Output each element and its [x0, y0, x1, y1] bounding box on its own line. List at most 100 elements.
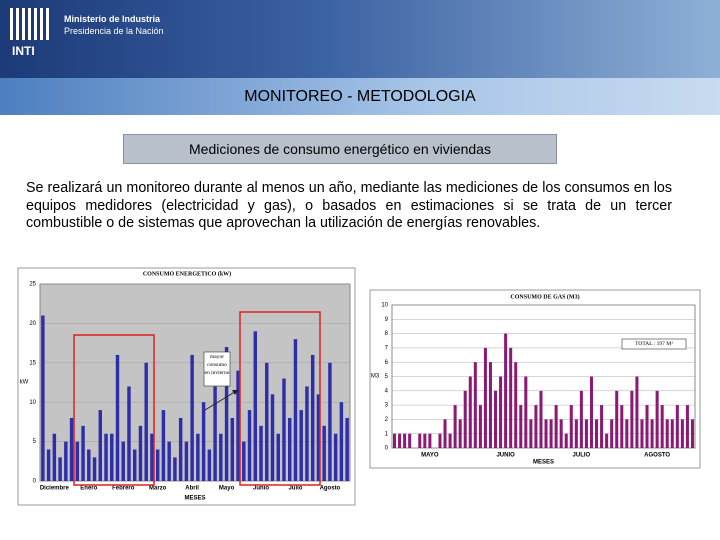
bar — [579, 390, 583, 448]
bar — [75, 441, 80, 481]
bar — [423, 433, 427, 448]
bar — [201, 402, 206, 481]
bar — [539, 390, 543, 448]
bar — [167, 441, 171, 481]
ministry: Ministerio de Industria — [64, 14, 161, 24]
x-axis-label: MESES — [184, 496, 205, 502]
bar — [276, 433, 280, 481]
y-tick-label: 10 — [381, 303, 388, 309]
bar — [584, 419, 588, 448]
bar — [316, 394, 321, 481]
bar — [549, 419, 553, 448]
subtitle: Mediciones de consumo energético en vivi… — [123, 134, 557, 164]
bar — [339, 402, 344, 481]
y-tick-label: 2 — [385, 417, 389, 423]
y-axis-label: kW — [20, 380, 29, 386]
bar — [595, 419, 599, 448]
header: INTI Ministerio de Industria Presidencia… — [0, 0, 720, 78]
bar — [519, 405, 523, 448]
bar — [504, 333, 508, 448]
bar — [161, 410, 166, 481]
bar — [685, 405, 689, 448]
bar — [438, 433, 442, 448]
annotation-holder: TOTAL : 197 M³ — [635, 341, 673, 347]
y-tick-label: 25 — [29, 282, 36, 288]
bar — [288, 417, 292, 481]
bar — [483, 347, 487, 448]
x-tick-label: Agosto — [320, 486, 341, 492]
bar — [509, 347, 513, 448]
bar — [393, 433, 397, 448]
annotation-holder: mayor consumo en invierno — [204, 354, 230, 376]
y-tick-label: 10 — [29, 400, 36, 406]
y-tick-label: 0 — [33, 479, 37, 485]
bar — [615, 390, 619, 448]
bar — [247, 410, 252, 481]
bar — [150, 433, 154, 481]
bar — [92, 457, 97, 481]
bar — [219, 433, 223, 481]
bar — [58, 457, 62, 481]
bar — [173, 457, 177, 481]
y-tick-label: 9 — [385, 317, 389, 323]
bar — [178, 417, 183, 481]
bar — [554, 405, 558, 448]
bar — [310, 354, 315, 481]
bar — [675, 405, 679, 448]
annotation: mayor consumo en invierno — [204, 354, 230, 376]
bar — [408, 433, 412, 448]
x-tick-label: Mayo — [219, 486, 235, 492]
x-tick-label: Enero — [80, 486, 97, 492]
bar — [299, 410, 303, 481]
bar — [138, 425, 143, 481]
bar — [499, 376, 503, 448]
bar — [230, 417, 235, 481]
bar — [69, 417, 74, 481]
x-tick-label: Diciembre — [40, 486, 70, 492]
bar — [473, 362, 477, 448]
arrow — [204, 389, 239, 411]
bar — [478, 405, 482, 448]
presidency: Presidencia de la Nación — [64, 26, 164, 36]
y-tick-label: 7 — [385, 345, 389, 351]
bar — [564, 433, 568, 448]
x-tick-label: AGOSTO — [644, 453, 670, 459]
bar — [453, 405, 457, 448]
bar — [155, 449, 160, 481]
y-tick-label: 4 — [385, 388, 389, 394]
x-axis-label: MESES — [533, 460, 554, 466]
bar — [98, 410, 102, 481]
bar — [458, 419, 462, 448]
chart-title: CONSUMO ENERGETICO (kW) — [143, 270, 231, 277]
bar — [463, 390, 467, 448]
bar — [635, 376, 639, 448]
plot-area — [39, 283, 351, 482]
bar — [605, 433, 609, 448]
x-tick-label: Marzo — [149, 486, 167, 492]
x-tick-label: MAYO — [421, 453, 439, 459]
x-tick-label: Febrero — [112, 486, 135, 492]
bar — [196, 433, 200, 481]
bar — [655, 390, 659, 448]
bar — [544, 419, 548, 448]
bar — [293, 339, 298, 481]
highlight-box — [239, 311, 321, 486]
bar — [253, 331, 257, 481]
x-tick-label: Junio — [253, 486, 269, 492]
y-tick-label: 8 — [385, 331, 389, 337]
bar — [428, 433, 432, 448]
bar — [64, 441, 68, 481]
bar — [443, 419, 447, 448]
bar — [514, 362, 518, 448]
x-tick-label: Julio — [288, 486, 302, 492]
bar — [328, 362, 332, 481]
bar — [213, 386, 217, 481]
bar — [589, 376, 593, 448]
bar — [529, 419, 533, 448]
bar — [625, 419, 629, 448]
bar — [224, 347, 229, 481]
y-tick-label: 6 — [385, 360, 389, 366]
bar — [398, 433, 402, 448]
bar — [645, 405, 649, 448]
